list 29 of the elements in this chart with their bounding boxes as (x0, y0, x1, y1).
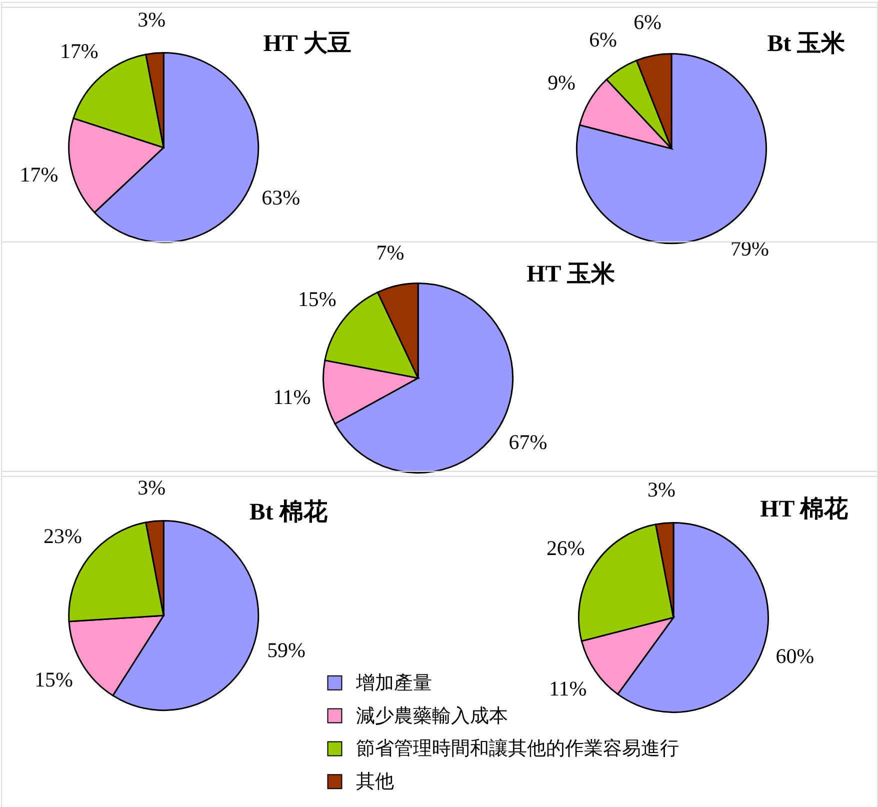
text: HT 大豆 (263, 30, 352, 57)
data-label: 9% (548, 70, 576, 95)
data-label: 79% (730, 236, 769, 260)
legend-label: 其他 (356, 770, 394, 793)
text: Bt 玉米 (767, 30, 846, 57)
data-label: 7% (376, 240, 404, 264)
data-label: 15% (34, 668, 73, 692)
data-label: 23% (44, 524, 82, 548)
data-label: 3% (647, 477, 676, 502)
data-label: 11% (273, 385, 311, 410)
text: Bt 棉花 (249, 498, 328, 526)
data-label: 3% (138, 7, 166, 32)
legend-label: 減少農藥輸入成本 (356, 704, 508, 727)
data-label: 17% (20, 162, 58, 186)
data-label: 63% (262, 185, 300, 210)
legend-label: 增加產量 (355, 672, 432, 694)
data-label: 11% (549, 676, 587, 700)
data-label: 60% (776, 644, 814, 668)
data-label: 6% (589, 28, 617, 52)
data-label: 67% (508, 430, 548, 454)
data-label: 26% (546, 536, 585, 560)
data-label: 6% (634, 10, 662, 34)
legend-label: 節省管理時間和讓其他的作業容易進行 (356, 738, 680, 760)
text: HT 玉米 (526, 260, 616, 288)
data-label: 59% (267, 638, 306, 662)
data-label: 17% (60, 38, 98, 63)
text: HT 棉花 (760, 496, 848, 523)
data-label: 15% (298, 286, 336, 311)
data-label: 3% (138, 475, 166, 500)
